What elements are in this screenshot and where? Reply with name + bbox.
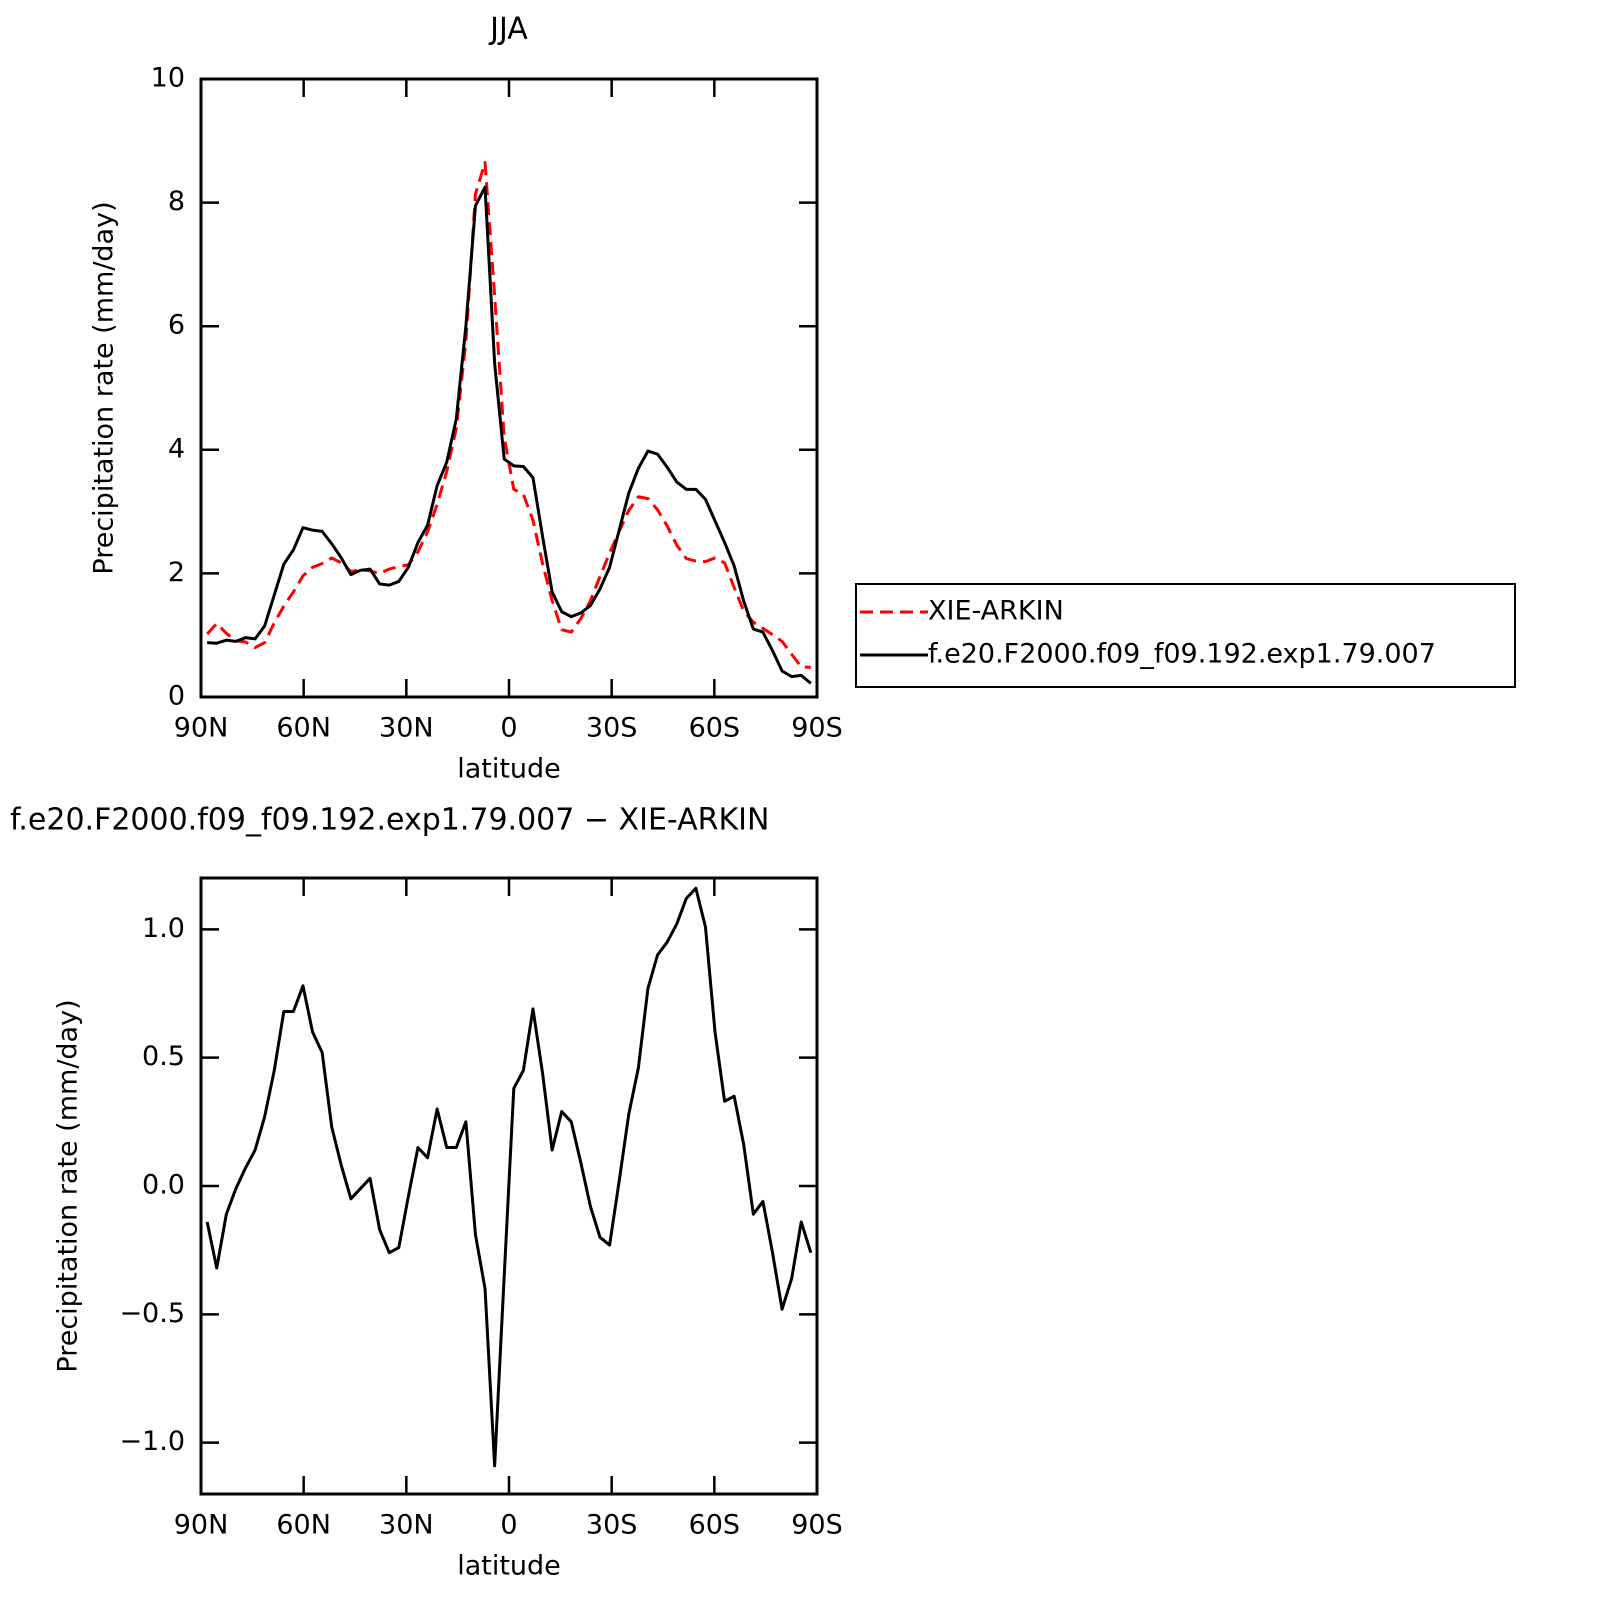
y-tick-label: 8 — [168, 186, 185, 217]
data-line — [207, 185, 812, 685]
x-axis-label: latitude — [457, 754, 561, 785]
x-tick-label: 30N — [379, 713, 434, 744]
y-tick-label: −0.5 — [119, 1298, 185, 1329]
data-line — [206, 160, 811, 669]
x-tick-label: 60N — [276, 1510, 331, 1541]
y-tick-label: 4 — [168, 433, 185, 464]
x-tick-label: 60N — [276, 713, 331, 744]
y-tick-label: −1.0 — [119, 1426, 185, 1457]
y-axis-label: Precipitation rate (mm/day) — [89, 201, 120, 574]
y-axis-label: Precipitation rate (mm/day) — [53, 999, 84, 1372]
x-tick-label: 90S — [791, 713, 843, 744]
y-tick-label: 0.5 — [142, 1041, 185, 1072]
x-tick-label: 90S — [791, 1510, 843, 1541]
x-tick-label: 90N — [174, 713, 229, 744]
data-line — [205, 886, 813, 1468]
chart-title: f.e20.F2000.f09_f09.192.exp1.79.007 − XI… — [10, 803, 769, 838]
x-tick-label: 60S — [689, 713, 741, 744]
x-tick-label: 30N — [379, 1510, 434, 1541]
legend-label: XIE-ARKIN — [928, 596, 1064, 627]
y-tick-label: 10 — [151, 63, 185, 94]
x-tick-label: 30S — [586, 713, 638, 744]
y-tick-label: 6 — [168, 310, 185, 341]
x-tick-label: 30S — [586, 1510, 638, 1541]
chart-title: JJA — [488, 12, 528, 47]
x-tick-label: 0 — [500, 1510, 517, 1541]
x-tick-label: 60S — [689, 1510, 741, 1541]
y-tick-label: 1.0 — [142, 913, 185, 944]
y-tick-label: 0 — [168, 681, 185, 712]
y-tick-label: 0.0 — [142, 1170, 185, 1201]
plot-frame — [199, 876, 819, 1496]
plot-frame — [199, 77, 819, 699]
x-tick-label: 90N — [174, 1510, 229, 1541]
legend-box — [855, 583, 1516, 688]
legend-label: f.e20.F2000.f09_f09.192.exp1.79.007 — [928, 639, 1436, 670]
x-tick-label: 0 — [500, 713, 517, 744]
y-tick-label: 2 — [168, 557, 185, 588]
x-axis-label: latitude — [457, 1551, 561, 1582]
